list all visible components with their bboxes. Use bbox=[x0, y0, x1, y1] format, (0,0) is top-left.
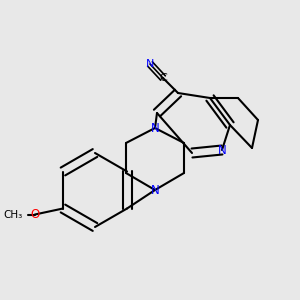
Text: N: N bbox=[151, 184, 159, 196]
Text: O: O bbox=[30, 208, 40, 221]
Text: N: N bbox=[146, 59, 154, 69]
Text: N: N bbox=[218, 143, 226, 157]
Text: N: N bbox=[151, 122, 159, 134]
Text: CH₃: CH₃ bbox=[3, 209, 22, 220]
Text: C: C bbox=[159, 73, 167, 83]
